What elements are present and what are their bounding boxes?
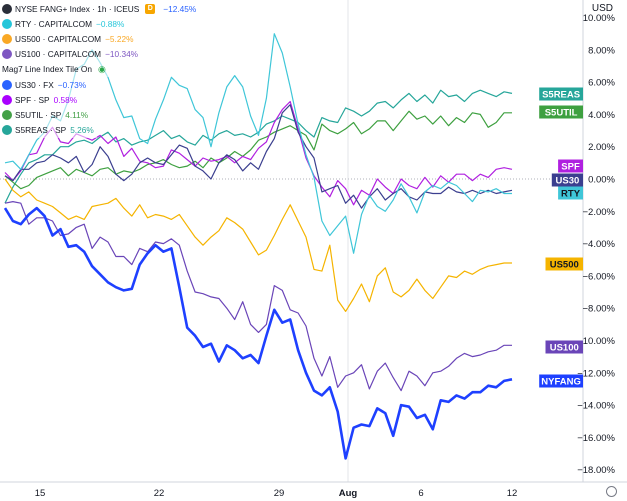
series-line-us100 [4,201,512,392]
x-tick-label: 6 [418,488,423,499]
legend-label: Mag7 Line Index Tile On [2,64,92,75]
series-tag-us30 [551,173,583,187]
series-tag-rty [558,186,583,200]
series-line-us500 [4,178,512,312]
legend-item[interactable]: S5UTIL · SP 4.11% [2,107,92,123]
legend-label: RTY · CAPITALCOM [15,18,92,29]
series-tag-label: S5REAS [542,90,580,101]
y-tick-label: 2.00% [588,142,615,153]
spf-icon [2,94,12,105]
legend-value: −0.88% [96,18,125,29]
series-tag-label: S5UTIL [545,108,578,119]
eye-icon[interactable]: ◉ [97,63,106,74]
series-tag-label: US30 [556,176,580,187]
series-tag-s5reas [539,87,583,101]
series-tag-label: RTY [561,189,581,200]
series-tag-spf [558,159,583,173]
series-line-nyfang [3,206,513,460]
legend-label: US500 · CAPITALCOM [15,33,102,44]
legend-item[interactable]: NYSE FANG+ Index · 1h · ICEUS D −12.45% [2,1,200,17]
s5u-icon [2,109,12,120]
y-tick-label: −18.00% [577,465,615,476]
y-tick-label: 0.00% [588,175,615,186]
x-tick-label: 22 [154,488,165,499]
y-tick-label: 8.00% [588,45,615,56]
series-tag-label: US100 [550,343,579,354]
legend-label: S5UTIL · SP [15,109,62,120]
y-tick-label: −2.00% [583,207,616,218]
y-tick-label: −14.00% [577,401,615,412]
series-line-s5reas [4,89,513,204]
y-tick-label: −12.00% [577,368,615,379]
rty-icon [2,18,12,29]
legend-item[interactable]: RTY · CAPITALCOM −0.88% [2,16,128,32]
legend-value: −0.73% [57,79,87,90]
100-icon [2,49,12,60]
500-icon [2,33,12,44]
legend-label: US100 · CAPITALCOM [15,49,102,60]
legend-label: US30 · FX [15,79,54,90]
series-tag-label: SPF [561,162,580,173]
y-tick-label: −8.00% [583,304,616,315]
x-tick-label: 29 [274,488,285,499]
legend-item[interactable]: Mag7 Line Index Tile On ◉ [2,61,109,77]
legend-label: NYSE FANG+ Index · 1h · ICEUS [15,3,140,14]
legend-value: 5.26% [70,125,94,136]
delayed-data-flag-icon: D [145,3,156,14]
settings-gear-icon[interactable] [606,486,617,497]
legend-label: SPF · SP [15,94,50,105]
y-tick-label: −16.00% [577,433,615,444]
series-tag-label: US500 [550,260,579,271]
y-tick-label: −4.00% [583,239,616,250]
currency-label: USD [591,3,613,14]
series-line-us30 [4,104,513,209]
series-tag-nyfang [539,374,583,388]
legend-value: −12.45% [163,3,197,14]
series-tag-s5util [539,105,583,119]
series-tag-label: NYFANG [541,377,581,388]
30-icon [2,79,12,90]
x-tick-label: 12 [507,488,518,499]
legend: NYSE FANG+ Index · 1h · ICEUS D −12.45% RTY… [2,1,332,138]
y-tick-label: −10.00% [577,336,615,347]
legend-item[interactable]: US100 · CAPITALCOM −10.34% [2,46,142,62]
s5r-icon [2,125,12,136]
legend-value: −5.22% [105,33,134,44]
legend-value: 0.58% [53,94,78,105]
series-line-s5util [4,110,512,190]
series-line-spf [4,100,513,206]
x-tick-label: Aug [339,488,358,499]
y-tick-label: 4.00% [588,110,615,121]
y-tick-label: 10.00% [583,13,616,24]
series-tag-us100 [545,340,583,354]
fang-icon [2,3,12,14]
legend-item[interactable]: US30 · FX −0.73% [2,76,90,93]
x-tick-label: 15 [35,488,46,499]
series-tag-us500 [545,257,583,271]
legend-item[interactable]: SPF · SP 0.58% [2,92,81,108]
legend-label: S5REAS · SP [15,125,67,136]
y-tick-label: 6.00% [588,78,615,89]
y-tick-label: −6.00% [583,271,616,282]
legend-value: −10.34% [105,49,139,60]
legend-value: 4.11% [65,109,89,120]
legend-item[interactable]: US500 · CAPITALCOM −5.22% [2,31,137,47]
legend-item[interactable]: S5REAS · SP 5.26% [2,122,97,138]
